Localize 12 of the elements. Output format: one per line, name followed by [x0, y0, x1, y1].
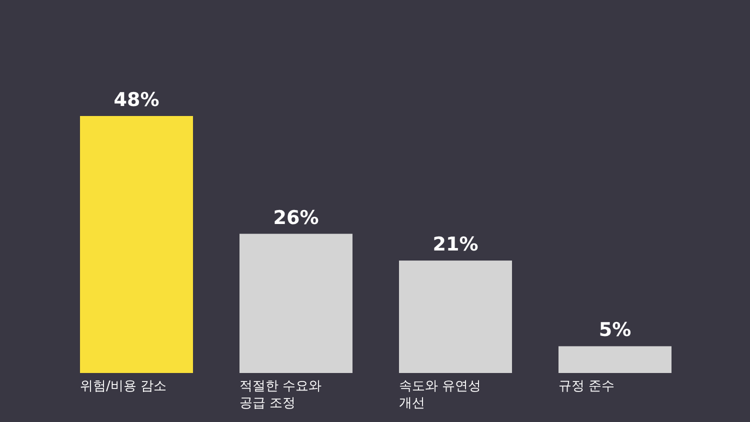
x-tick-label: 위험/비용 감소: [80, 379, 167, 394]
x-tick-label: 적절한 수요와 공급 조정: [240, 379, 322, 411]
bar: [80, 116, 193, 373]
bar: [399, 260, 512, 373]
x-tick-label: 속도와 유연성 개선: [399, 379, 482, 411]
data-label: 26%: [273, 206, 319, 229]
data-label: 21%: [432, 234, 478, 256]
x-tick-label: 규정 준수: [558, 379, 615, 394]
data-label: 5%: [598, 319, 632, 342]
bar: [240, 234, 352, 373]
bar: [558, 346, 672, 373]
data-label: 48%: [114, 89, 160, 111]
